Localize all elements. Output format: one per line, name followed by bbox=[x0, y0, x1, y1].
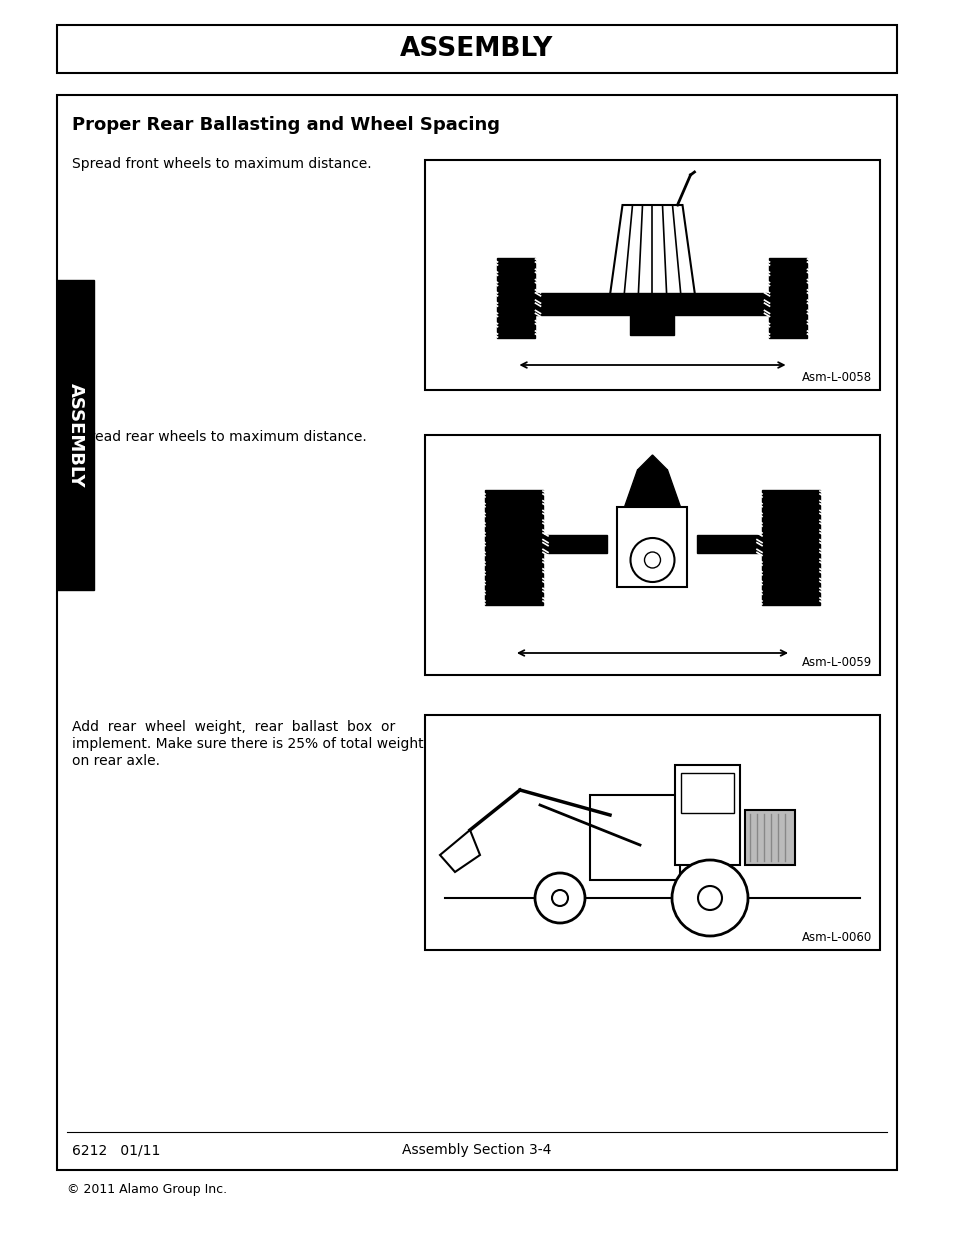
Bar bbox=[680, 773, 733, 813]
Bar bbox=[675, 764, 740, 864]
Polygon shape bbox=[624, 471, 679, 508]
Text: on rear axle.: on rear axle. bbox=[71, 755, 160, 768]
Bar bbox=[497, 258, 535, 338]
Circle shape bbox=[535, 873, 584, 923]
Bar bbox=[57, 95, 896, 1170]
Bar bbox=[617, 508, 687, 587]
Bar bbox=[589, 795, 679, 881]
Polygon shape bbox=[637, 454, 667, 471]
Text: © 2011 Alamo Group Inc.: © 2011 Alamo Group Inc. bbox=[67, 1183, 227, 1197]
Bar bbox=[424, 715, 879, 950]
Text: 6212   01/11: 6212 01/11 bbox=[71, 1144, 160, 1157]
Bar bbox=[507, 293, 797, 315]
Text: Add  rear  wheel  weight,  rear  ballast  box  or: Add rear wheel weight, rear ballast box … bbox=[71, 720, 395, 734]
Text: implement. Make sure there is 25% of total weight: implement. Make sure there is 25% of tot… bbox=[71, 737, 423, 751]
Polygon shape bbox=[439, 830, 479, 872]
Bar bbox=[697, 535, 761, 553]
Text: Asm-L-0059: Asm-L-0059 bbox=[801, 656, 871, 669]
Bar bbox=[761, 490, 820, 605]
Circle shape bbox=[671, 860, 747, 936]
Text: Asm-L-0058: Asm-L-0058 bbox=[801, 370, 871, 384]
Text: Spread rear wheels to maximum distance.: Spread rear wheels to maximum distance. bbox=[71, 430, 366, 445]
Circle shape bbox=[644, 552, 659, 568]
Polygon shape bbox=[609, 205, 695, 295]
Text: ASSEMBLY: ASSEMBLY bbox=[67, 383, 85, 488]
Bar bbox=[542, 535, 607, 553]
Bar bbox=[769, 258, 806, 338]
Circle shape bbox=[552, 890, 567, 906]
Bar bbox=[424, 161, 879, 390]
Circle shape bbox=[630, 538, 674, 582]
Text: ASSEMBLY: ASSEMBLY bbox=[400, 36, 553, 62]
Bar bbox=[484, 490, 542, 605]
Circle shape bbox=[698, 885, 721, 910]
Text: Assembly Section 3-4: Assembly Section 3-4 bbox=[402, 1144, 551, 1157]
Bar bbox=[630, 315, 674, 335]
Text: Asm-L-0060: Asm-L-0060 bbox=[801, 931, 871, 944]
Bar bbox=[744, 810, 794, 864]
Bar bbox=[57, 25, 896, 73]
Text: Proper Rear Ballasting and Wheel Spacing: Proper Rear Ballasting and Wheel Spacing bbox=[71, 116, 499, 135]
Bar bbox=[424, 435, 879, 676]
Bar bbox=[57, 280, 94, 590]
Text: Spread front wheels to maximum distance.: Spread front wheels to maximum distance. bbox=[71, 157, 372, 170]
